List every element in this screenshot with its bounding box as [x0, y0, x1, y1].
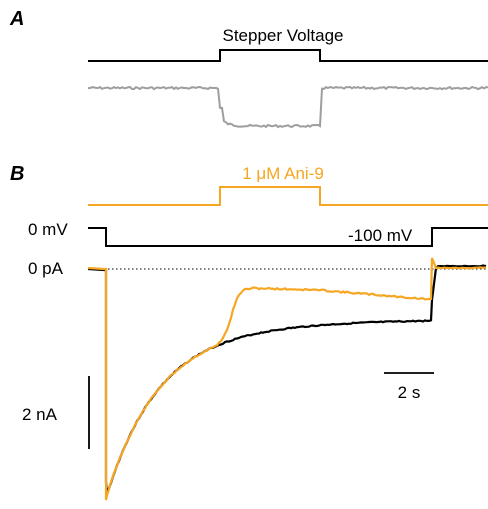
drug-application-label: 1 μM Ani-9: [242, 164, 324, 183]
drug-current-trace: [87, 257, 487, 501]
step-potential-label: -100 mV: [348, 226, 413, 245]
stepper-voltage-title: Stepper Voltage: [223, 26, 344, 45]
panel-a-letter: A: [9, 8, 24, 30]
panel-b-letter: B: [10, 163, 24, 185]
zero-current-label: 0 pA: [28, 259, 64, 278]
holding-potential-label: 0 mV: [28, 220, 68, 239]
drug-application-trace: [88, 186, 488, 206]
current-scale-label: 2 nA: [22, 405, 58, 424]
stepper-voltage-trace: [88, 49, 488, 62]
time-scale-label: 2 s: [398, 383, 421, 402]
stepper-current-trace: [87, 85, 488, 129]
voltage-protocol-trace: [88, 227, 488, 247]
